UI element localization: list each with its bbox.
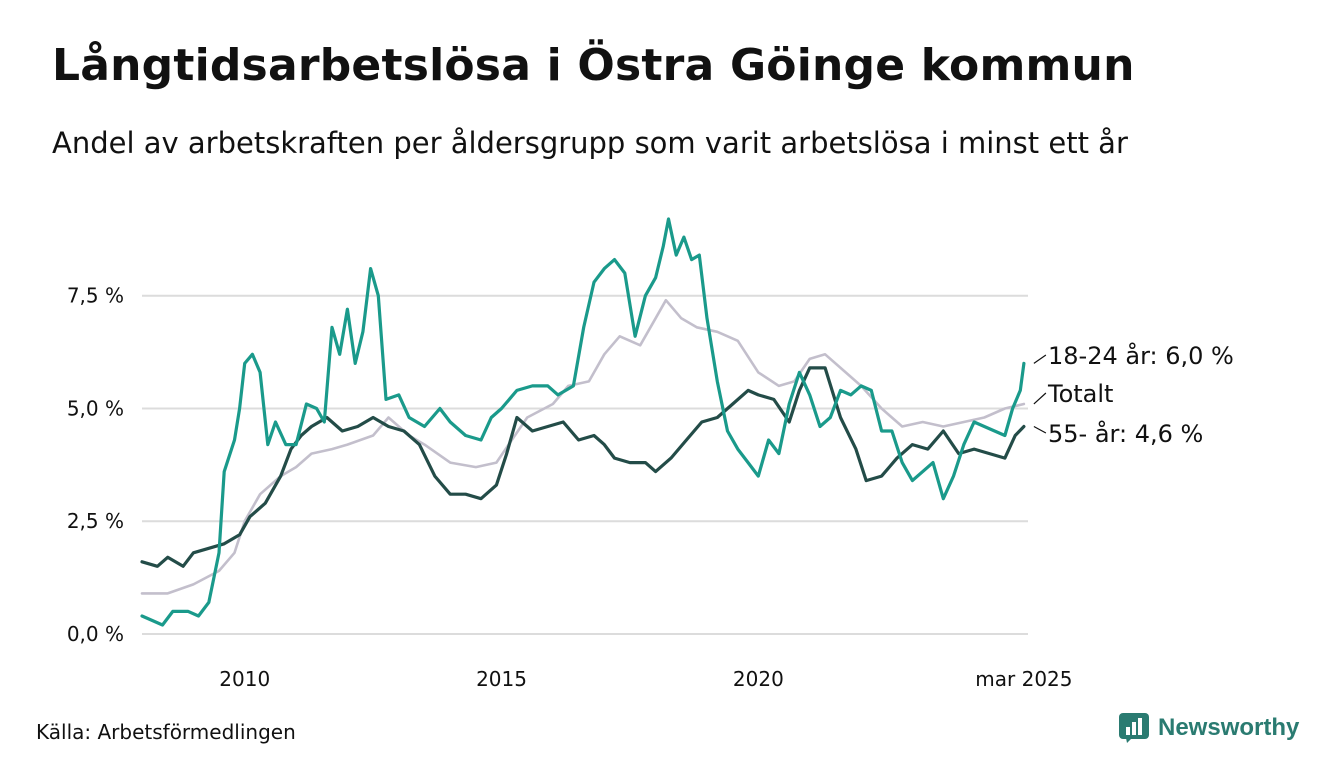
label-leader bbox=[1033, 392, 1047, 405]
y-tick-label: 5,0 % bbox=[67, 396, 124, 420]
series-end-label: Totalt bbox=[1047, 380, 1113, 408]
brand-name: Newsworthy bbox=[1158, 714, 1300, 741]
y-tick-label: 7,5 % bbox=[67, 284, 124, 308]
series-line-0 bbox=[140, 298, 1026, 595]
x-tick-label: 2015 bbox=[476, 667, 527, 691]
series-end-label: 55- år: 4,6 % bbox=[1048, 419, 1203, 448]
x-tick-label: 2020 bbox=[733, 667, 784, 691]
y-tick-label: 2,5 % bbox=[67, 509, 124, 533]
page-title: Långtidsarbetslösa i Östra Göinge kommun bbox=[52, 40, 1135, 91]
x-tick-label: mar 2025 bbox=[975, 667, 1072, 691]
page-subtitle: Andel av arbetskraften per åldersgrupp s… bbox=[52, 126, 1128, 160]
label-leader bbox=[1033, 354, 1047, 364]
series-end-labels: 18-24 år: 6,0 % Totalt 55- år: 4,6 % bbox=[1033, 341, 1234, 448]
series-line-2 bbox=[140, 217, 1026, 627]
brand: Newsworthy bbox=[1118, 712, 1299, 744]
series-end-label: 18-24 år: 6,0 % bbox=[1048, 341, 1234, 370]
label-leader bbox=[1033, 425, 1047, 434]
source-credit: Källa: Arbetsförmedlingen bbox=[36, 720, 296, 744]
x-tick-label: 2010 bbox=[219, 667, 270, 691]
y-axis-ticks: 0,0 % 2,5 % 5,0 % 7,5 % bbox=[67, 284, 124, 646]
series-line-1 bbox=[140, 366, 1026, 568]
y-tick-label: 0,0 % bbox=[67, 622, 124, 646]
grid bbox=[142, 294, 1028, 635]
series-lines bbox=[140, 217, 1026, 627]
x-axis-ticks: 2010 2015 2020 mar 2025 bbox=[219, 667, 1072, 691]
newsworthy-logo-icon bbox=[1119, 713, 1149, 743]
line-chart: 0,0 % 2,5 % 5,0 % 7,5 % 2010 2015 2020 mar 202… bbox=[67, 217, 1234, 691]
